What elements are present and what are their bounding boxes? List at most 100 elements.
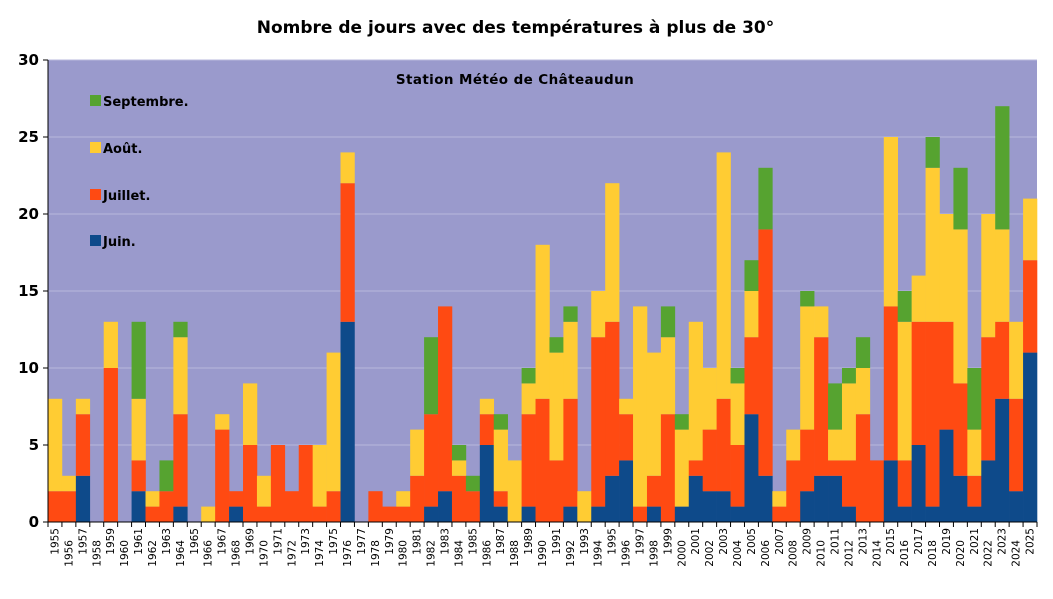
bar-segment [814, 475, 829, 522]
x-tick-label: 1957 [77, 528, 89, 555]
bar-segment [828, 383, 843, 430]
bar-segment [855, 414, 871, 522]
bar-segment [981, 337, 996, 461]
bar-segment [229, 491, 244, 507]
bar-segment [256, 475, 272, 507]
bar-segment [215, 414, 230, 430]
bar-segment [633, 306, 648, 507]
bar-segment [521, 414, 536, 507]
x-tick-label: 1969 [244, 528, 256, 555]
x-tick-label: 2001 [690, 528, 702, 555]
x-tick-label: 2003 [718, 528, 730, 555]
bar-segment [855, 337, 871, 368]
y-tick-label: 25 [18, 128, 39, 146]
bar-segment [688, 460, 703, 476]
bar-segment [382, 506, 397, 522]
bar-segment [451, 460, 467, 476]
x-tick-label: 1992 [565, 540, 577, 567]
bar-segment [159, 491, 174, 522]
bar-segment [702, 368, 717, 430]
x-tick-label: 1986 [481, 540, 493, 567]
bar-segment [145, 506, 160, 522]
bar-segment [925, 506, 940, 522]
x-tick-label: 1974 [314, 540, 326, 567]
bar-segment [772, 506, 787, 522]
bar-segment [981, 214, 996, 338]
bar-segment [939, 321, 954, 430]
bar-segment [465, 475, 481, 492]
x-tick-label: 1985 [467, 528, 479, 555]
bar-segment [995, 229, 1010, 322]
bar-segment [800, 491, 815, 522]
bar-segment [897, 321, 912, 461]
bar-segment [368, 491, 383, 522]
bar-segment [828, 460, 843, 476]
bar-segment [730, 368, 745, 384]
x-tick-label: 2009 [802, 528, 814, 555]
x-tick-label: 1959 [105, 528, 117, 555]
bar-segment [340, 321, 355, 522]
bar-segment [605, 475, 620, 522]
x-tick-label: 2011 [830, 528, 842, 555]
bar-segment [131, 460, 146, 492]
bar-segment [61, 491, 77, 522]
bar-segment [75, 398, 91, 415]
bar-segment [465, 491, 481, 522]
bar-segment [716, 152, 731, 399]
bar-segment [967, 429, 982, 476]
bar-segment [549, 337, 564, 353]
bar-segment [841, 383, 857, 461]
bar-segment [855, 368, 871, 415]
x-tick-label: 2023 [997, 528, 1009, 555]
bar-segment [911, 321, 926, 445]
bar-segment [786, 429, 801, 461]
x-tick-label: 2018 [927, 540, 939, 567]
bar-segment [75, 475, 91, 522]
bar-segment [438, 491, 453, 522]
legend-label: Juin. [102, 235, 136, 250]
x-tick-label: 1995 [607, 528, 619, 555]
bar-segment [215, 429, 230, 522]
legend-label: Septembre. [103, 95, 189, 110]
bar-segment [410, 429, 425, 476]
bar-segment [702, 491, 717, 522]
y-tick-label: 15 [18, 282, 39, 300]
bar-segment [326, 352, 341, 492]
bar-segment [103, 368, 118, 522]
bar-segment [716, 398, 731, 492]
bar-segment [521, 368, 536, 384]
bar-segment [660, 306, 676, 338]
x-tick-label: 1960 [119, 540, 131, 567]
legend-swatch [90, 142, 101, 153]
x-tick-label: 2022 [983, 540, 995, 567]
bar-segment [730, 445, 745, 507]
x-tick-label: 2013 [857, 528, 869, 555]
bar-segment [340, 183, 355, 322]
bar-segment [841, 368, 857, 384]
x-tick-label: 1996 [621, 540, 633, 567]
bar-segment [577, 491, 592, 522]
bar-segment [967, 368, 982, 430]
bar-segment [619, 414, 634, 461]
x-tick-label: 1955 [49, 528, 61, 555]
x-tick-label: 2004 [732, 540, 744, 567]
bar-segment [953, 383, 968, 476]
x-tick-label: 1998 [648, 540, 660, 567]
bar-segment [479, 398, 495, 415]
bar-segment [730, 383, 745, 445]
bar-segment [925, 321, 940, 507]
bar-segment [953, 475, 968, 522]
bar-segment [424, 337, 439, 415]
bar-segment [967, 475, 982, 507]
bar-segment [953, 229, 968, 384]
x-tick-label: 2008 [788, 540, 800, 567]
x-tick-label: 1984 [453, 540, 465, 567]
legend-label: Juillet. [102, 189, 150, 204]
bar-segment [270, 445, 286, 522]
bar-segment [716, 491, 731, 522]
y-tick-label: 10 [18, 359, 39, 377]
bars [48, 106, 1038, 522]
bar-segment [479, 445, 495, 522]
bar-segment [674, 414, 690, 430]
